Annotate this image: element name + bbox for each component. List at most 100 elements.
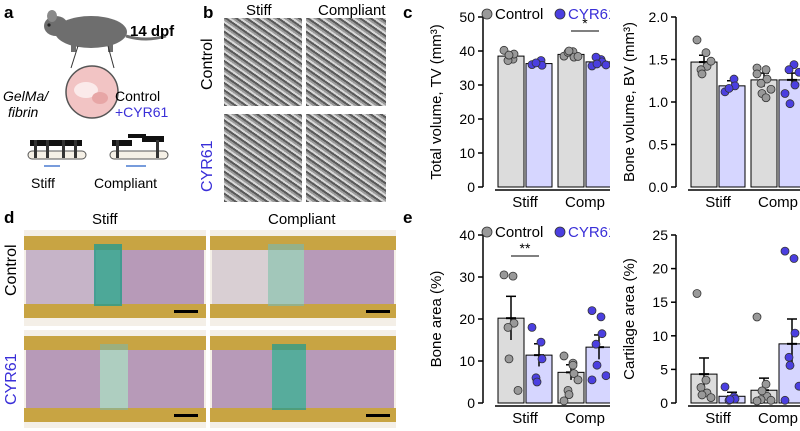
y-tick-label: 2.0 (649, 9, 669, 25)
d-row-cyr61: CYR61 (3, 353, 20, 405)
group-label: Stiff (512, 410, 538, 427)
data-point-cyr61 (527, 323, 537, 332)
legend-label-control: Control (495, 224, 543, 241)
data-point-control (761, 93, 771, 103)
data-point-cyr61 (536, 337, 546, 347)
chart-total-volume: 0 10 20 30 40 50 Total volume, TV (mm³) Stiff Co… (428, 6, 610, 210)
data-point-cyr61 (587, 306, 597, 315)
data-point-cyr61 (720, 382, 730, 392)
bar-cyr61 (778, 343, 800, 404)
data-point-control (564, 390, 574, 400)
data-point-cyr61 (597, 329, 607, 339)
data-point-cyr61 (592, 59, 602, 69)
data-point-control (564, 46, 574, 56)
data-point-control (697, 69, 707, 79)
data-point-cyr61 (794, 67, 800, 77)
data-point-control (559, 396, 569, 406)
gel-label-line1: GelMa/ (3, 88, 49, 104)
significance-marker: * (582, 15, 588, 31)
compliant-fixator-icon (109, 134, 169, 167)
chart-cartilage-area: 0 5 10 15 20 25 Cartilage area (%) Stiff Comp (621, 227, 800, 427)
histology-control-compliant (210, 230, 396, 326)
panel-label-b: b (203, 3, 214, 22)
y-tick-label: 10 (459, 145, 475, 161)
group-label: Stiff (512, 194, 538, 210)
data-point-cyr61 (785, 360, 795, 370)
data-point-control (509, 318, 519, 328)
histology-control-stiff (24, 230, 206, 326)
data-point-control (756, 78, 766, 88)
data-point-control (692, 289, 702, 298)
data-point-control (761, 379, 771, 389)
data-point-control (697, 390, 707, 400)
bar-control (497, 55, 525, 188)
microct-control-stiff (224, 18, 302, 106)
chart-bone-area: 0 10 20 30 40 Bone area (%) Stiff Comp Control CY… (428, 224, 610, 427)
y-tick-label: 50 (459, 9, 475, 25)
legend-marker-control (481, 8, 493, 20)
stiff-label: Stiff (31, 175, 55, 191)
bar-control (690, 61, 718, 188)
panel-label-e: e (403, 208, 413, 227)
histology-cyr61-compliant (210, 330, 396, 428)
stiff-fixator-icon (27, 140, 87, 167)
data-point-cyr61 (794, 381, 800, 391)
age-label: 14 dpf (130, 23, 175, 40)
compliant-label: Compliant (94, 175, 158, 191)
data-point-cyr61 (537, 354, 547, 364)
bar-cyr61 (585, 61, 610, 188)
bar-control (557, 53, 585, 188)
data-point-cyr61 (601, 60, 610, 70)
y-axis-label: Bone volume, BV (mm³) (621, 22, 638, 182)
y-tick-label: 30 (459, 77, 475, 93)
data-point-control (499, 270, 509, 280)
bar-cyr61 (585, 346, 610, 404)
b-row-control: Control (199, 38, 216, 90)
b-col-stiff: Stiff (246, 2, 272, 19)
gel-label-line2: fibrin (8, 104, 39, 120)
data-point-cyr61 (725, 395, 735, 405)
data-point-control (508, 271, 518, 281)
y-tick-label: 10 (652, 328, 668, 344)
panel-label-d: d (4, 208, 15, 227)
panel-label-a: a (4, 3, 14, 22)
legend-label-cyr61: CYR61 (568, 6, 610, 23)
data-point-control (573, 375, 583, 385)
data-point-cyr61 (531, 58, 541, 68)
d-col-compliant: Compliant (268, 211, 336, 228)
group-label: Comp (758, 194, 798, 210)
data-point-control (701, 48, 711, 58)
data-point-cyr61 (587, 375, 597, 385)
bar-cyr61 (718, 85, 746, 188)
b-row-cyr61: CYR61 (199, 140, 216, 192)
data-point-cyr61 (601, 371, 610, 381)
microct-cyr61-stiff (224, 114, 302, 202)
y-tick-label: 40 (459, 227, 475, 243)
bar-cyr61 (525, 63, 553, 188)
panel-a-illustration (27, 10, 169, 167)
data-point-control (752, 312, 762, 322)
y-tick-label: 30 (459, 269, 475, 285)
y-tick-label: 10 (459, 353, 475, 369)
d-col-stiff: Stiff (92, 211, 118, 228)
microct-control-compliant (306, 18, 386, 106)
y-tick-label: 20 (459, 111, 475, 127)
y-tick-label: 1.0 (649, 94, 669, 110)
data-point-control (573, 52, 583, 61)
y-tick-label: 5 (660, 361, 668, 377)
group-label: Comp (758, 410, 798, 427)
control-label: Control (115, 88, 161, 104)
data-point-control (757, 386, 767, 396)
data-point-cyr61 (785, 99, 795, 109)
data-point-control (504, 50, 514, 60)
data-point-control (761, 65, 771, 75)
data-point-control (568, 360, 578, 370)
legend-label-cyr61: CYR61 (568, 224, 610, 241)
group-label: Stiff (705, 194, 731, 210)
data-point-control (752, 396, 762, 406)
legend-marker-cyr61 (554, 8, 566, 20)
group-label: Comp (565, 194, 605, 210)
data-point-cyr61 (784, 352, 794, 362)
data-point-cyr61 (780, 89, 790, 98)
legend-marker-cyr61 (554, 226, 566, 238)
